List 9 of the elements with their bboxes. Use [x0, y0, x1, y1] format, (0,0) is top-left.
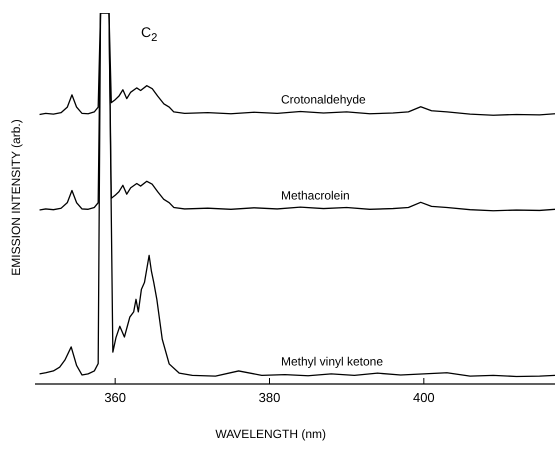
series-label: Methyl vinyl ketone — [280, 354, 384, 368]
series-label: Crotonaldehyde — [280, 92, 366, 107]
x-axis-title: WAVELENGTH (nm) — [215, 427, 326, 441]
x-tick-label: 400 — [412, 390, 435, 405]
series-label: Methacrolein — [280, 188, 350, 202]
y-axis-title: EMISSION INTENSITY (arb.) — [9, 119, 23, 276]
x-tick-label: 380 — [258, 390, 280, 405]
x-tick-label: 360 — [104, 390, 126, 405]
annotation: C$_{2}$ — [140, 24, 158, 44]
